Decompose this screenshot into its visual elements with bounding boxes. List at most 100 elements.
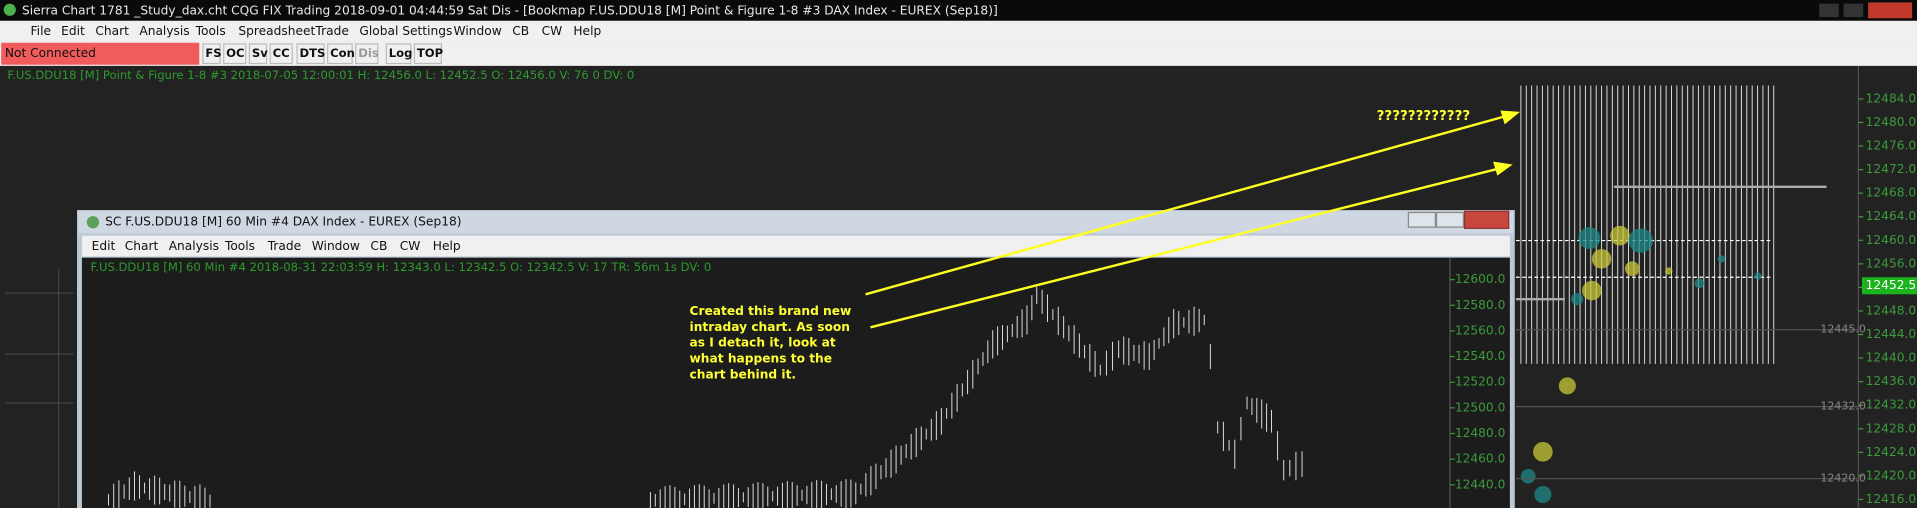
toolbar-button-label[interactable]: FS bbox=[205, 46, 221, 60]
main-chart-header: F.US.DDU18 [M] Point & Figure 1-8 #3 201… bbox=[7, 68, 634, 82]
note-line: as I detach it, look at bbox=[690, 336, 836, 350]
menu-item[interactable]: Global Settings bbox=[359, 24, 452, 38]
inner-menu-item[interactable]: CW bbox=[400, 239, 421, 253]
left-background bbox=[4, 268, 74, 508]
minimize[interactable] bbox=[1819, 3, 1839, 18]
axis-label: 12468.0 bbox=[1866, 186, 1916, 200]
volume-bubble bbox=[1665, 267, 1673, 275]
volume-bubble bbox=[1591, 249, 1612, 269]
axis-label: 12464.0 bbox=[1866, 209, 1916, 223]
toolbar-button-label[interactable]: Con bbox=[330, 46, 355, 60]
toolbar-button-label[interactable]: TOP bbox=[417, 46, 444, 60]
menu-item[interactable]: File bbox=[31, 24, 51, 38]
toolbar-button-label[interactable]: Log bbox=[389, 46, 413, 60]
toolbar-button[interactable] bbox=[223, 43, 247, 65]
inner-chart-header: F.US.DDU18 [M] 60 Min #4 2018-08-31 22:0… bbox=[90, 260, 711, 274]
toolbar-button[interactable] bbox=[248, 43, 268, 65]
menu-item[interactable]: Edit bbox=[61, 24, 85, 38]
toolbar-button[interactable] bbox=[296, 43, 325, 65]
volume-bubble bbox=[1694, 278, 1705, 289]
toolbar-button[interactable] bbox=[202, 43, 221, 65]
menu-item[interactable]: CW bbox=[542, 24, 563, 38]
window-controls[interactable] bbox=[1819, 2, 1913, 19]
axis-label: 12472.0 bbox=[1866, 162, 1916, 176]
inner-menu-item[interactable]: Analysis bbox=[169, 239, 219, 253]
axis-label: 12456.0 bbox=[1866, 256, 1916, 270]
menu: File Edit Chart Analysis Tools Spreadsheet Tra… bbox=[31, 24, 602, 38]
inner-axis-label: 12460.0 bbox=[1455, 452, 1505, 466]
inner-menu-item[interactable]: Trade bbox=[267, 239, 301, 253]
toolbar-button-label[interactable]: OC bbox=[226, 46, 244, 60]
inner-menu-item[interactable]: Tools bbox=[224, 239, 255, 253]
inner-menu-item[interactable]: Chart bbox=[125, 239, 159, 253]
inner-chart-area bbox=[81, 257, 1510, 508]
menu-item[interactable]: Tools bbox=[195, 24, 226, 38]
close[interactable] bbox=[1868, 2, 1913, 19]
volume-bubble bbox=[1578, 227, 1601, 250]
inner-minimize[interactable] bbox=[1407, 211, 1436, 228]
volume-bubble bbox=[1624, 261, 1640, 276]
toolbar-buttons: FS OC Sv CC DTS Con Dis Log TOP bbox=[202, 43, 444, 65]
title-bar bbox=[0, 0, 1917, 21]
inner-close[interactable] bbox=[1464, 210, 1510, 229]
note-line: what happens to the bbox=[690, 352, 833, 366]
inner-axis-label: 12500.0 bbox=[1455, 400, 1505, 414]
inner-menu-item[interactable]: CB bbox=[370, 239, 387, 253]
question-annotation: ???????????? bbox=[1377, 109, 1471, 124]
volume-bubble bbox=[1717, 255, 1726, 263]
toolbar-button[interactable] bbox=[327, 43, 353, 65]
toolbar-button-label[interactable]: Sv bbox=[252, 46, 268, 60]
inner-axis-label: 12560.0 bbox=[1455, 323, 1505, 337]
toolbar-button[interactable] bbox=[355, 43, 379, 65]
volume-bubble bbox=[1754, 272, 1762, 280]
toolbar-button[interactable] bbox=[385, 43, 412, 65]
note: Created this brand new intraday chart. As… bbox=[690, 304, 852, 381]
connection-status: Not Connected bbox=[5, 46, 96, 60]
level-label: 12445.0 bbox=[1820, 323, 1865, 336]
inner-menu-item[interactable]: Window bbox=[312, 239, 360, 253]
restore[interactable] bbox=[1843, 3, 1864, 18]
inner-axis-label: 12540.0 bbox=[1455, 349, 1505, 363]
toolbar-button-label[interactable]: DTS bbox=[300, 46, 326, 60]
menu-item[interactable]: Help bbox=[573, 24, 601, 38]
main-price-axis: 12484.0 12480.0 12476.0 12472.0 12468.0 12464… bbox=[1515, 91, 1917, 506]
volume-bubble bbox=[1582, 280, 1602, 301]
volume-bubble bbox=[1558, 377, 1576, 395]
volume-bubble bbox=[1533, 442, 1553, 462]
menu-item[interactable]: Trade bbox=[314, 24, 348, 38]
axis-label: 12428.0 bbox=[1866, 421, 1916, 435]
menu-item[interactable]: CB bbox=[512, 24, 529, 38]
toolbar-button-label[interactable]: CC bbox=[273, 46, 290, 60]
inner-axis-label: 12600.0 bbox=[1455, 272, 1505, 286]
level-label: 12432.0 bbox=[1820, 400, 1865, 413]
inner-axis-label: 12440.0 bbox=[1455, 477, 1505, 491]
inner-window-controls[interactable] bbox=[1407, 210, 1510, 229]
axis-label: 12416.0 bbox=[1866, 492, 1916, 506]
current-price-box bbox=[1861, 277, 1917, 295]
price-bars bbox=[108, 286, 1303, 508]
point-figure-columns bbox=[1515, 85, 1827, 504]
inner-menu-item[interactable]: Help bbox=[433, 239, 461, 253]
axis-label: 12484.0 bbox=[1866, 91, 1916, 105]
axis-label: 12424.0 bbox=[1866, 445, 1916, 459]
toolbar-button[interactable] bbox=[413, 43, 442, 65]
inner-menu-item[interactable]: Edit bbox=[92, 239, 116, 253]
toolbar-button[interactable] bbox=[269, 43, 293, 65]
menu-item[interactable]: Spreadsheet bbox=[238, 24, 315, 38]
volume-bubble bbox=[1610, 225, 1630, 246]
window-title: Sierra Chart 1781 _Study_dax.cht CQG FIX… bbox=[22, 3, 998, 17]
status-box bbox=[1, 42, 200, 65]
inner-menu-bar bbox=[81, 235, 1510, 257]
menu-item[interactable]: Window bbox=[454, 24, 502, 38]
menu-item[interactable]: Chart bbox=[95, 24, 129, 38]
volume-bubble bbox=[1571, 293, 1584, 306]
inner-restore[interactable] bbox=[1435, 211, 1465, 228]
toolbar-button-label[interactable]: Dis bbox=[358, 46, 379, 60]
volume-bubble bbox=[1628, 228, 1653, 253]
axis-label: 12440.0 bbox=[1866, 351, 1916, 365]
inner-price-axis: 12600.0 12580.0 12560.0 12540.0 12520.0 12500… bbox=[1449, 272, 1505, 491]
app-icon bbox=[3, 3, 16, 16]
menu-item[interactable]: Analysis bbox=[139, 24, 189, 38]
